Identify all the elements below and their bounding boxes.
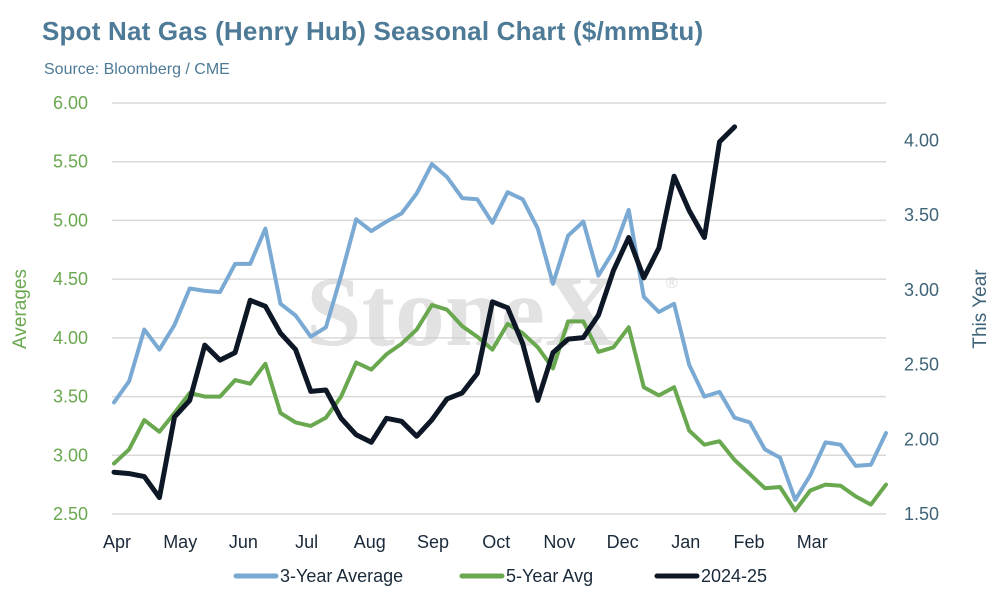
left-tick-label: 5.00	[53, 210, 88, 230]
left-tick-label: 3.50	[53, 387, 88, 407]
legend: 3-Year Average 5-Year Avg 2024-25	[233, 566, 767, 586]
right-tick-label: 4.00	[904, 130, 939, 150]
x-tick-label: Jun	[229, 532, 258, 552]
left-tick-label: 4.00	[53, 328, 88, 348]
right-tick-label: 2.50	[904, 355, 939, 375]
x-tick-label: May	[163, 532, 197, 552]
series-line-1	[112, 162, 888, 502]
left-axis-ticks: 2.50 3.00 3.50 4.00 4.50 5.00 5.50 6.00	[53, 93, 88, 524]
right-tick-label: 3.00	[904, 280, 939, 300]
left-tick-label: 3.00	[53, 445, 88, 465]
x-tick-label: Mar	[797, 532, 828, 552]
series-line-2	[112, 303, 888, 513]
right-axis-ticks: 1.50 2.00 2.50 3.00 3.50 4.00	[904, 130, 939, 524]
x-tick-label: Jan	[671, 532, 700, 552]
series-group	[111, 124, 888, 513]
right-axis-title: This Year	[970, 269, 991, 349]
series-line-3	[111, 124, 738, 501]
chart-title: Spot Nat Gas (Henry Hub) Seasonal Chart …	[42, 16, 704, 46]
x-tick-label: Jul	[295, 532, 318, 552]
right-tick-label: 2.00	[904, 429, 939, 449]
legend-label: 5-Year Avg	[506, 566, 593, 586]
x-axis-ticks: Apr May Jun Jul Aug Sep Oct Nov Dec Jan Feb Mar	[103, 532, 828, 552]
right-tick-label: 3.50	[904, 205, 939, 225]
left-tick-label: 2.50	[53, 504, 88, 524]
x-tick-label: Feb	[733, 532, 764, 552]
x-tick-label: Dec	[607, 532, 639, 552]
watermark-registered-mark: ®	[666, 275, 678, 292]
watermark-text: StoneX	[306, 256, 617, 367]
right-tick-label: 1.50	[904, 504, 939, 524]
x-tick-label: Sep	[417, 532, 449, 552]
watermark-group: StoneX ®	[306, 256, 678, 367]
left-tick-label: 5.50	[53, 152, 88, 172]
legend-label: 2024-25	[701, 566, 767, 586]
source-note: Source: Bloomberg / CME	[44, 61, 230, 78]
legend-label: 3-Year Average	[280, 566, 403, 586]
x-tick-label: Apr	[103, 532, 131, 552]
left-tick-label: 6.00	[53, 93, 88, 113]
left-axis-title: Averages	[10, 269, 31, 349]
left-tick-label: 4.50	[53, 269, 88, 289]
x-tick-label: Nov	[543, 532, 575, 552]
x-tick-label: Oct	[482, 532, 510, 552]
x-tick-label: Aug	[354, 532, 386, 552]
grid-group	[112, 102, 886, 515]
